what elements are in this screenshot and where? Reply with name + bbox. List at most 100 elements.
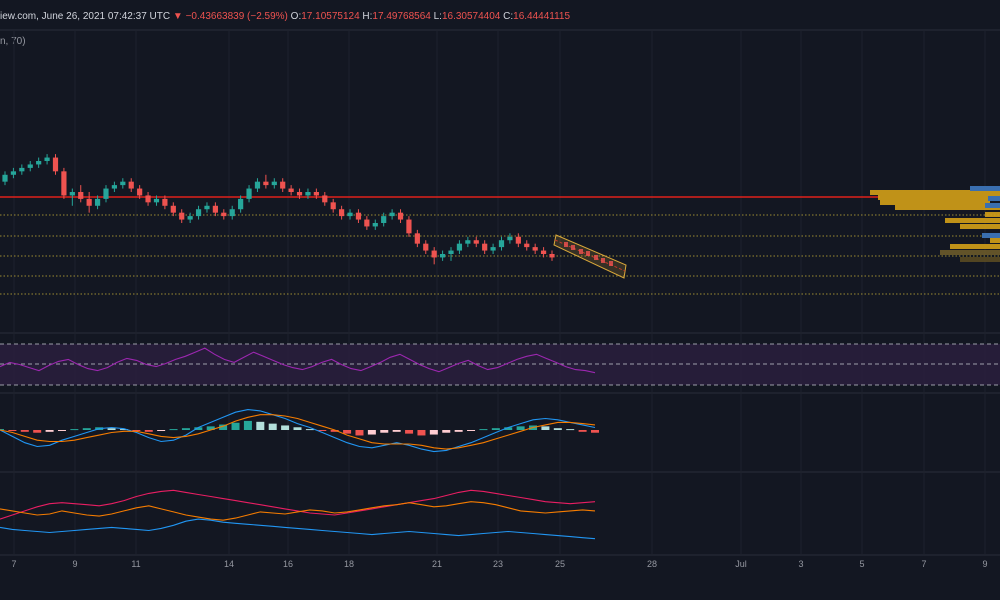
macd-histogram-bar xyxy=(305,429,314,431)
candle-body xyxy=(280,181,286,189)
candle-body xyxy=(36,161,42,165)
x-tick-label: 7 xyxy=(921,559,926,569)
candle-body xyxy=(128,181,134,189)
macd-histogram-bar xyxy=(20,430,29,432)
dmi-series-line xyxy=(0,518,596,540)
candle-body xyxy=(170,205,176,213)
rsi-pane xyxy=(0,343,1000,386)
projection-candle xyxy=(564,242,568,247)
macd-histogram-bar xyxy=(566,429,575,431)
low-label: L: xyxy=(433,11,442,22)
high-value: 17.49768564 xyxy=(372,11,431,22)
candle-body xyxy=(221,212,227,217)
macd-histogram-bar xyxy=(169,429,178,431)
macd-histogram-bar xyxy=(516,426,525,430)
candle-body xyxy=(271,181,277,186)
macd-histogram-bar xyxy=(442,430,451,433)
volume-profile-bar xyxy=(880,200,990,205)
candle-body xyxy=(254,181,261,189)
x-tick-label: 9 xyxy=(72,559,77,569)
candle-body xyxy=(195,209,202,217)
dmi-series-line xyxy=(0,489,596,520)
candle-body xyxy=(229,209,235,217)
candle-body xyxy=(162,198,168,206)
open-label: O: xyxy=(290,11,302,22)
x-tick-label: 11 xyxy=(131,559,140,569)
macd-histogram-bar xyxy=(119,429,128,431)
macd-histogram-bar xyxy=(281,425,290,430)
macd-histogram-bar xyxy=(181,428,190,430)
volume-profile-bar xyxy=(878,195,1000,200)
x-tick-label: 21 xyxy=(432,559,442,569)
x-tick-label: 25 xyxy=(555,559,565,569)
volume-profile-bar-blue xyxy=(988,196,1000,201)
x-tick-label: 5 xyxy=(859,559,864,569)
x-tick-label: 14 xyxy=(224,559,234,569)
candle-body xyxy=(27,164,33,168)
macd-histogram-bar xyxy=(0,429,4,431)
rsi-band xyxy=(0,344,1000,385)
candle-body xyxy=(103,188,109,199)
macd-histogram-bar xyxy=(541,426,550,430)
macd-histogram-bar xyxy=(405,430,414,434)
grid xyxy=(0,29,1000,556)
macd-histogram-bar xyxy=(467,430,476,431)
x-axis: 7 9 11 14 16 18 21 23 25 28 Jul 3 5 7 9 xyxy=(11,559,987,569)
open-value: 17.10575124 xyxy=(301,11,360,22)
candle-body xyxy=(153,198,160,203)
ohlc-header: iew.com, June 26, 2021 07:42:37 UTC ▼ −0… xyxy=(0,11,570,22)
candle-body xyxy=(540,250,547,254)
candle-body xyxy=(61,171,67,196)
volume-profile-bar-blue xyxy=(970,186,1000,191)
candle-body xyxy=(532,247,538,251)
projection-candle xyxy=(594,255,598,260)
candle-body xyxy=(44,157,50,161)
projection-candle xyxy=(586,251,590,256)
macd-histogram-bar xyxy=(231,422,240,430)
x-tick-label: 3 xyxy=(798,559,803,569)
macd-histogram-bar xyxy=(132,430,141,431)
candle-body xyxy=(246,188,252,199)
candle-body xyxy=(448,250,454,254)
volume-profile-bar xyxy=(985,212,1000,217)
candle-body xyxy=(515,236,521,244)
macd-histogram-bar xyxy=(591,430,599,433)
x-tick-label: 16 xyxy=(283,559,293,569)
change-arrow: ▼ xyxy=(172,11,183,22)
macd-histogram-bar xyxy=(57,430,66,431)
volume-profile-bar xyxy=(895,205,1000,210)
projection-candle xyxy=(571,245,575,250)
macd-histogram-bar xyxy=(479,429,488,431)
candle-body xyxy=(498,240,505,248)
macd-histogram-bar xyxy=(454,430,463,432)
candle-body xyxy=(456,243,463,251)
candle-body xyxy=(179,212,185,220)
macd-histogram-bar xyxy=(82,428,91,430)
candle-body xyxy=(212,205,218,213)
candle-body xyxy=(204,205,210,210)
projection-candle xyxy=(609,261,613,266)
macd-histogram-bar xyxy=(330,430,339,432)
volume-profile-bar xyxy=(960,257,1000,262)
macd-histogram-bar xyxy=(293,427,302,430)
high-label: H: xyxy=(362,11,373,22)
candle-body xyxy=(137,188,143,196)
x-tick-label: 18 xyxy=(344,559,354,569)
candle-body xyxy=(423,243,429,251)
volume-profile-bar-blue xyxy=(985,203,1000,208)
candle-body xyxy=(490,247,496,251)
macd-histogram-bar xyxy=(380,430,389,433)
macd-histogram-bar xyxy=(392,430,401,432)
change-value: −0.43663839 (−2.59%) xyxy=(185,11,288,22)
macd-line xyxy=(0,409,596,453)
macd-histogram-bar xyxy=(33,430,42,433)
candle-body xyxy=(145,195,151,203)
candle-body xyxy=(86,198,92,206)
volume-profile-bar xyxy=(945,218,1000,223)
macd-histogram-bar xyxy=(318,430,327,431)
candle-body xyxy=(69,192,75,196)
x-tick-label: Jul xyxy=(735,559,747,569)
macd-histogram-bar xyxy=(219,424,228,430)
descending-channel xyxy=(553,234,627,279)
